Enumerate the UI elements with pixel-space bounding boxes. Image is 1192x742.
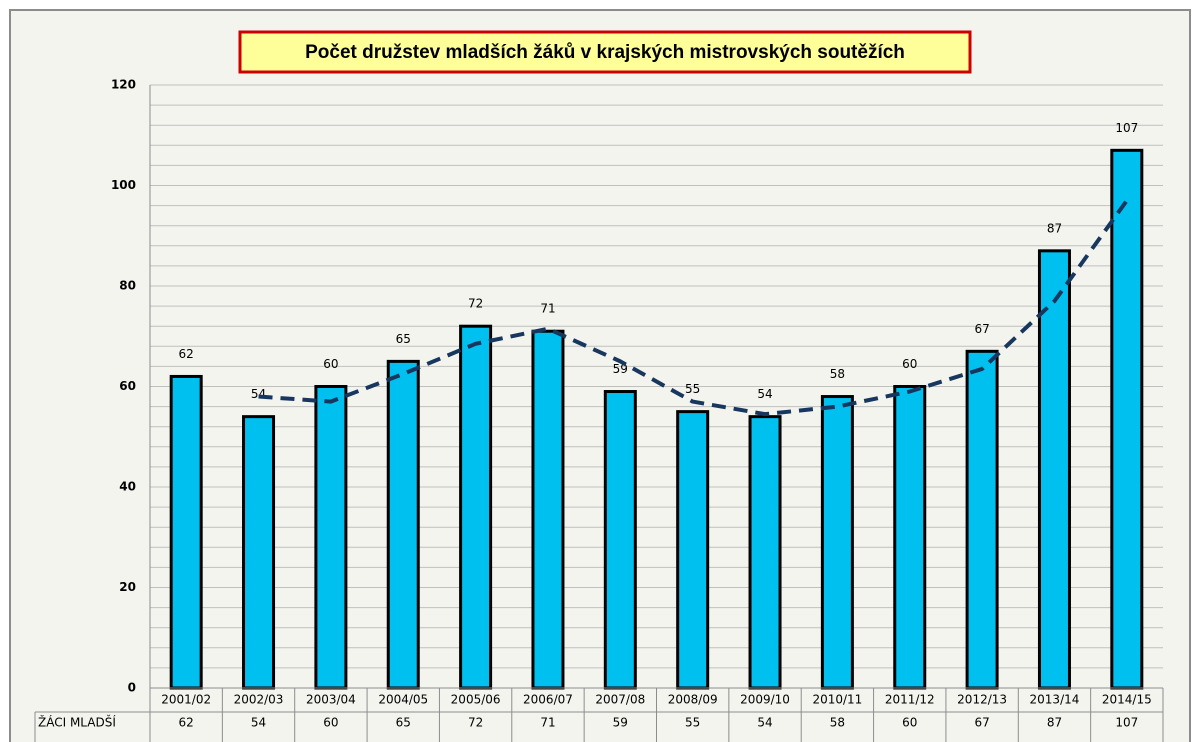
y-tick-label: 100 <box>111 178 136 192</box>
bar <box>242 415 276 690</box>
data-label: 54 <box>251 387 266 401</box>
x-tick-label: 2004/05 <box>378 693 428 707</box>
data-label: 67 <box>974 322 989 336</box>
x-tick-label: 2012/13 <box>957 693 1007 707</box>
data-label: 71 <box>540 302 555 316</box>
y-tick-label: 60 <box>119 379 136 393</box>
bar <box>314 385 348 690</box>
data-label: 54 <box>757 387 772 401</box>
table-value: 72 <box>468 716 483 730</box>
row-label: ŽÁCI MLADŠÍ <box>38 715 116 730</box>
bar <box>1037 249 1071 690</box>
bar <box>603 390 637 690</box>
data-label: 62 <box>179 347 194 361</box>
table-value: 60 <box>323 716 338 730</box>
data-label: 107 <box>1115 121 1138 135</box>
table-value: 58 <box>830 716 845 730</box>
bar <box>531 329 565 690</box>
table-value: 107 <box>1115 716 1138 730</box>
x-tick-label: 2009/10 <box>740 693 790 707</box>
bar <box>893 385 927 690</box>
x-tick-label: 2005/06 <box>451 693 501 707</box>
bar <box>820 395 854 690</box>
x-tick-label: 2011/12 <box>885 693 935 707</box>
x-tick-label: 2002/03 <box>234 693 284 707</box>
y-tick-label: 20 <box>119 580 136 594</box>
y-tick-label: 40 <box>119 480 136 494</box>
data-label: 87 <box>1047 221 1062 235</box>
data-label: 65 <box>396 332 411 346</box>
table-value: 67 <box>974 716 989 730</box>
bar <box>1110 148 1144 690</box>
x-tick-label: 2013/14 <box>1030 693 1080 707</box>
table-value: 55 <box>685 716 700 730</box>
x-tick-label: 2010/11 <box>812 693 862 707</box>
bar <box>676 410 710 690</box>
x-tick-label: 2007/08 <box>595 693 645 707</box>
table-value: 62 <box>179 716 194 730</box>
table-value: 71 <box>540 716 555 730</box>
x-tick-label: 2006/07 <box>523 693 573 707</box>
bar <box>965 349 999 690</box>
data-label: 55 <box>685 382 700 396</box>
data-label: 72 <box>468 297 483 311</box>
bar <box>169 374 203 690</box>
x-tick-label: 2008/09 <box>668 693 718 707</box>
table-value: 65 <box>396 716 411 730</box>
data-label: 60 <box>902 357 917 371</box>
x-tick-label: 2003/04 <box>306 693 356 707</box>
table-value: 54 <box>757 716 772 730</box>
y-tick-label: 80 <box>119 279 136 293</box>
data-label: 60 <box>323 357 338 371</box>
x-tick-label: 2001/02 <box>161 693 211 707</box>
title-box <box>238 30 972 74</box>
bar <box>459 324 493 690</box>
table-value: 87 <box>1047 716 1062 730</box>
trend-line <box>258 199 1129 417</box>
bar <box>386 359 420 690</box>
y-tick-label: 120 <box>111 78 136 92</box>
x-tick-label: 2014/15 <box>1102 693 1152 707</box>
table-value: 60 <box>902 716 917 730</box>
data-label: 58 <box>830 367 845 381</box>
bar <box>748 415 782 690</box>
chart-title: Počet družstev mladších žáků v krajských… <box>305 42 905 63</box>
y-tick-label: 0 <box>128 681 136 695</box>
table-value: 59 <box>613 716 628 730</box>
table-value: 54 <box>251 716 266 730</box>
